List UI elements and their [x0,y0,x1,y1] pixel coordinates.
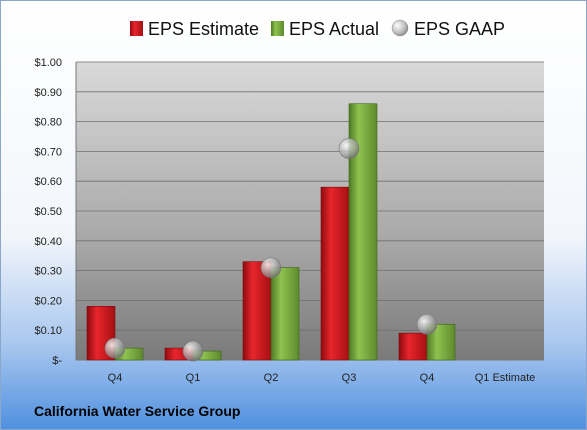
gaap-point [104,337,126,359]
bar-eps-estimate [320,186,350,361]
x-tick-label: Q3 [342,372,357,384]
bar-eps-actual [270,267,300,361]
gaap-point [338,138,360,159]
legend-swatch-eps-actual [271,21,284,36]
legend-label-eps-actual: EPS Actual [289,19,379,39]
legend-label-eps-estimate: EPS Estimate [148,19,259,39]
gridlines [76,61,544,331]
gaap-point [260,257,282,278]
gaap-point [182,340,204,362]
legend-item-eps-estimate: EPS Estimate [130,19,259,39]
y-tick-label: $0.30 [34,266,62,278]
y-tick-label: $0.90 [34,87,62,99]
x-axis: Q4 Q1 Q2 Q3 Q4 Q1 Estimate [108,372,536,384]
y-tick-label: $0.60 [34,176,62,188]
y-tick-label: $- [52,355,62,367]
x-tick-label: Q4 [420,372,435,384]
legend-item-eps-gaap: EPS GAAP [391,19,505,39]
y-tick-label: $0.80 [34,117,62,129]
y-tick-label: $0.20 [34,295,62,307]
y-tick-label: $1.00 [34,57,62,69]
bar-eps-estimate [242,261,272,361]
x-tick-label: Q2 [264,372,279,384]
y-tick-label: $0.50 [34,206,62,218]
y-axis: $- $0.10 $0.20 $0.30 $0.40 $0.50 $0.60 $0.70 $0.… [34,57,544,367]
x-tick-label: Q4 [108,372,123,384]
x-tick-label: Q1 [186,372,201,384]
gaap-markers [104,138,438,362]
y-tick-label: $0.10 [34,325,62,337]
legend: EPS Estimate EPS Actual EPS GAAP [130,19,505,39]
legend-swatch-eps-gaap [391,19,409,37]
legend-item-eps-actual: EPS Actual [271,19,379,39]
gaap-point [416,313,438,335]
x-tick-label: Q1 Estimate [475,372,536,384]
legend-swatch-eps-estimate [130,21,143,36]
bars [86,103,456,361]
legend-label-eps-gaap: EPS GAAP [414,19,505,39]
y-tick-label: $0.70 [34,146,62,158]
bar-eps-estimate [398,332,428,361]
y-tick-label: $0.40 [34,236,62,248]
company-name: California Water Service Group [34,403,240,419]
